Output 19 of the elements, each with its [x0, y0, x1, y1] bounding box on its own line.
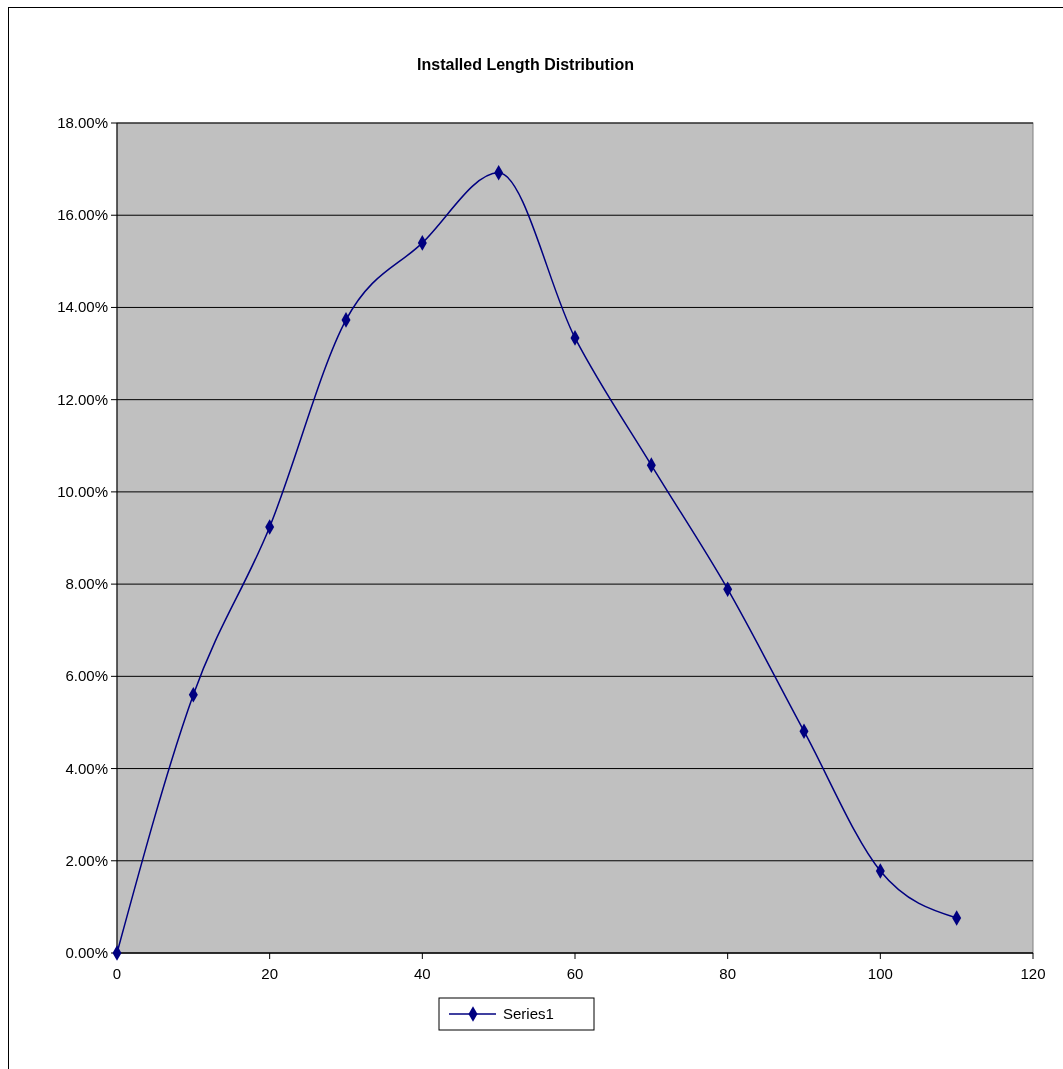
y-tick-label: 12.00%	[57, 390, 108, 408]
x-tick-label: 20	[261, 965, 279, 982]
x-tick-label: 0	[112, 965, 122, 982]
y-tick-label: 18.00%	[57, 114, 108, 131]
y-tick-label: 10.00%	[57, 482, 108, 500]
x-tick-label: 80	[719, 965, 737, 982]
legend-label: Series1	[503, 1005, 554, 1022]
y-tick-label: 2.00%	[65, 851, 108, 869]
x-tick-label: 100	[867, 965, 893, 982]
y-tick-label: 6.00%	[65, 667, 108, 685]
y-tick-label: 8.00%	[65, 575, 108, 593]
y-tick-label: 0.00%	[65, 944, 108, 961]
chart-title: Installed Length Distribution	[417, 56, 634, 73]
x-tick-label: 120	[1020, 965, 1046, 982]
x-tick-label: 40	[413, 965, 431, 982]
y-tick-label: 16.00%	[57, 206, 108, 224]
y-tick-label: 14.00%	[57, 298, 108, 316]
x-tick-label: 60	[566, 965, 584, 982]
y-tick-label: 4.00%	[65, 759, 108, 777]
